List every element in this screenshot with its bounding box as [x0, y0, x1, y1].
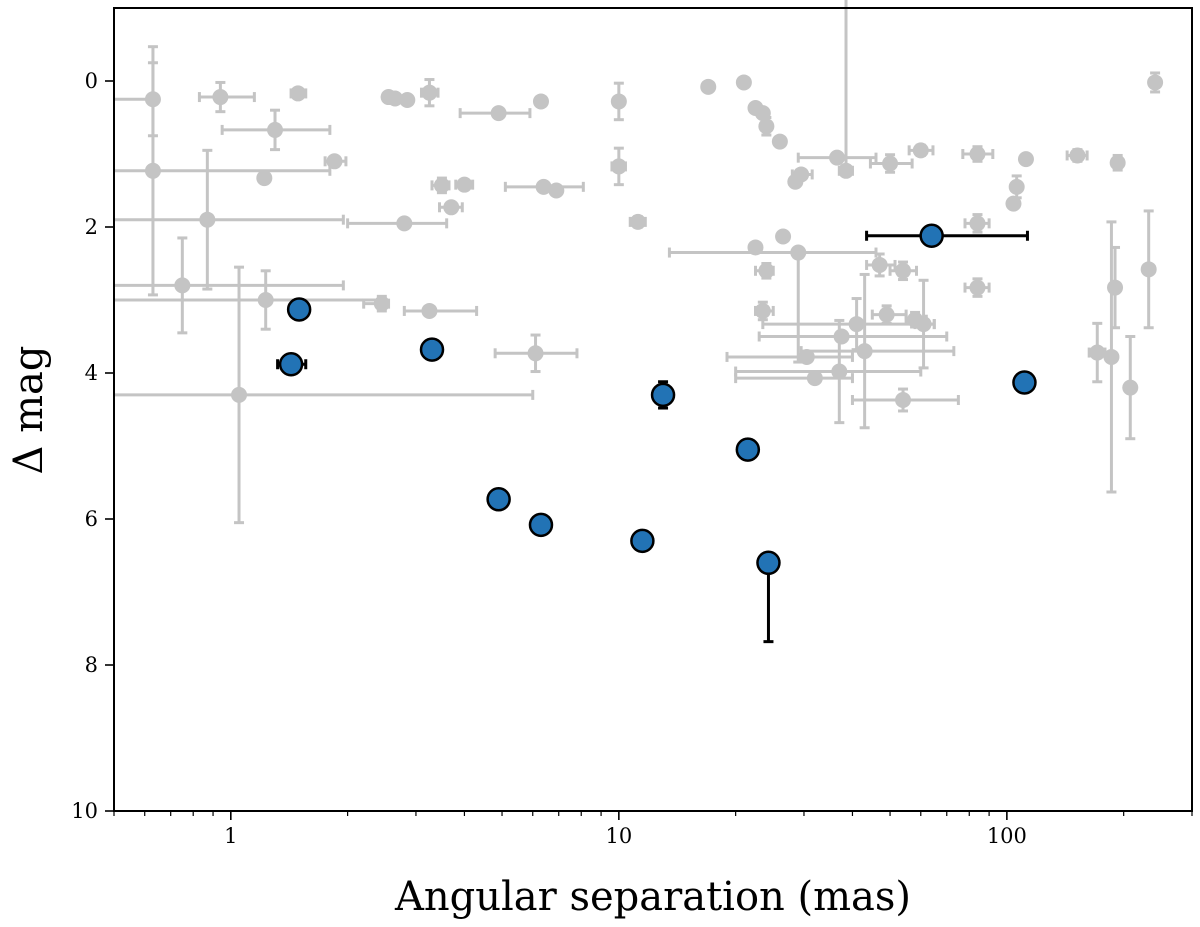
- literature-point: [775, 228, 792, 245]
- literature-point: [326, 153, 343, 170]
- literature-point: [969, 215, 986, 232]
- literature-point: [257, 292, 274, 308]
- literature-point: [387, 90, 404, 107]
- literature-point: [831, 363, 848, 380]
- y-tick-label: 2: [85, 215, 98, 239]
- literature-point: [895, 262, 912, 279]
- this-work-point: [735, 437, 761, 462]
- this-work-point: [650, 382, 676, 408]
- literature-point: [490, 105, 507, 122]
- literature-point: [443, 199, 460, 216]
- y-axis-ticks: 0 2 4 6 8 10: [71, 69, 114, 823]
- literature-point: [1008, 178, 1025, 195]
- literature-point: [532, 93, 549, 110]
- x-axis-ticks: 1 10 100: [113, 811, 1193, 848]
- literature-point: [610, 158, 627, 175]
- literature-point: [174, 277, 191, 294]
- literature-point: [790, 244, 807, 261]
- this-work-point: [1012, 370, 1037, 395]
- literature-point: [399, 91, 416, 108]
- literature-point: [806, 370, 823, 387]
- this-work-point: [486, 487, 511, 512]
- this-work-point: [756, 550, 781, 576]
- literature-point: [212, 89, 229, 106]
- this-work-point: [278, 351, 304, 377]
- literature-point: [1109, 154, 1126, 171]
- literature-point: [456, 176, 473, 193]
- literature-point: [754, 105, 771, 122]
- literature-point: [1017, 151, 1034, 168]
- literature-point: [700, 78, 717, 95]
- literature-point: [1089, 344, 1106, 361]
- this-work-series: [276, 223, 1037, 644]
- literature-point: [878, 306, 895, 323]
- literature-point: [610, 93, 627, 110]
- literature-point: [396, 215, 413, 232]
- plot-frame: [113, 7, 1193, 812]
- literature-point: [798, 348, 815, 365]
- literature-point: [771, 133, 788, 150]
- literature-point: [969, 279, 986, 296]
- literature-point: [548, 182, 565, 199]
- literature-point: [735, 74, 752, 91]
- this-work-point: [419, 337, 445, 362]
- literature-point: [535, 178, 552, 195]
- literature-point: [1103, 348, 1120, 365]
- literature-point: [629, 213, 646, 230]
- this-work-point: [919, 223, 944, 249]
- literature-point: [758, 262, 775, 279]
- literature-point: [290, 85, 307, 102]
- literature-point: [829, 149, 846, 166]
- literature-point: [912, 142, 929, 159]
- literature-point: [856, 343, 873, 360]
- y-tick-label: 0: [85, 69, 98, 93]
- literature-point: [144, 91, 161, 108]
- literature-point: [895, 392, 912, 409]
- literature-point: [527, 345, 544, 362]
- literature-point: [871, 256, 888, 273]
- literature-point: [754, 302, 771, 319]
- literature-point: [373, 295, 390, 312]
- y-tick-label: 4: [85, 361, 98, 385]
- literature-point: [833, 328, 850, 345]
- x-axis-label: Angular separation (mas): [394, 874, 911, 920]
- literature-point: [231, 386, 248, 403]
- literature-series: [114, 0, 1164, 525]
- literature-point: [1140, 261, 1157, 278]
- literature-point: [747, 239, 764, 256]
- literature-point: [421, 302, 438, 319]
- literature-point: [1069, 147, 1086, 164]
- literature-point: [144, 162, 161, 179]
- y-tick-label: 8: [85, 653, 98, 677]
- literature-point: [848, 316, 865, 333]
- literature-point: [915, 316, 932, 333]
- literature-point: [267, 121, 284, 138]
- literature-point: [1107, 279, 1124, 296]
- literature-point: [256, 170, 273, 187]
- this-work-point: [286, 297, 312, 322]
- y-tick-label: 10: [71, 799, 98, 823]
- literature-point: [433, 177, 450, 194]
- literature-point: [199, 211, 216, 228]
- literature-point: [882, 155, 899, 172]
- y-tick-label: 6: [85, 507, 98, 531]
- y-axis-label: Δ mag: [6, 346, 52, 475]
- x-tick-label: 1: [224, 824, 237, 848]
- literature-point: [969, 146, 986, 162]
- literature-point: [1122, 379, 1139, 396]
- literature-point: [1005, 195, 1022, 212]
- literature-point: [838, 162, 855, 179]
- literature-point: [421, 84, 438, 101]
- x-tick-label: 100: [987, 824, 1027, 848]
- this-work-point: [630, 528, 655, 554]
- this-work-point: [528, 512, 554, 538]
- literature-point: [793, 166, 810, 183]
- literature-point: [758, 118, 775, 135]
- literature-point: [1147, 74, 1164, 91]
- x-tick-label: 10: [605, 824, 632, 848]
